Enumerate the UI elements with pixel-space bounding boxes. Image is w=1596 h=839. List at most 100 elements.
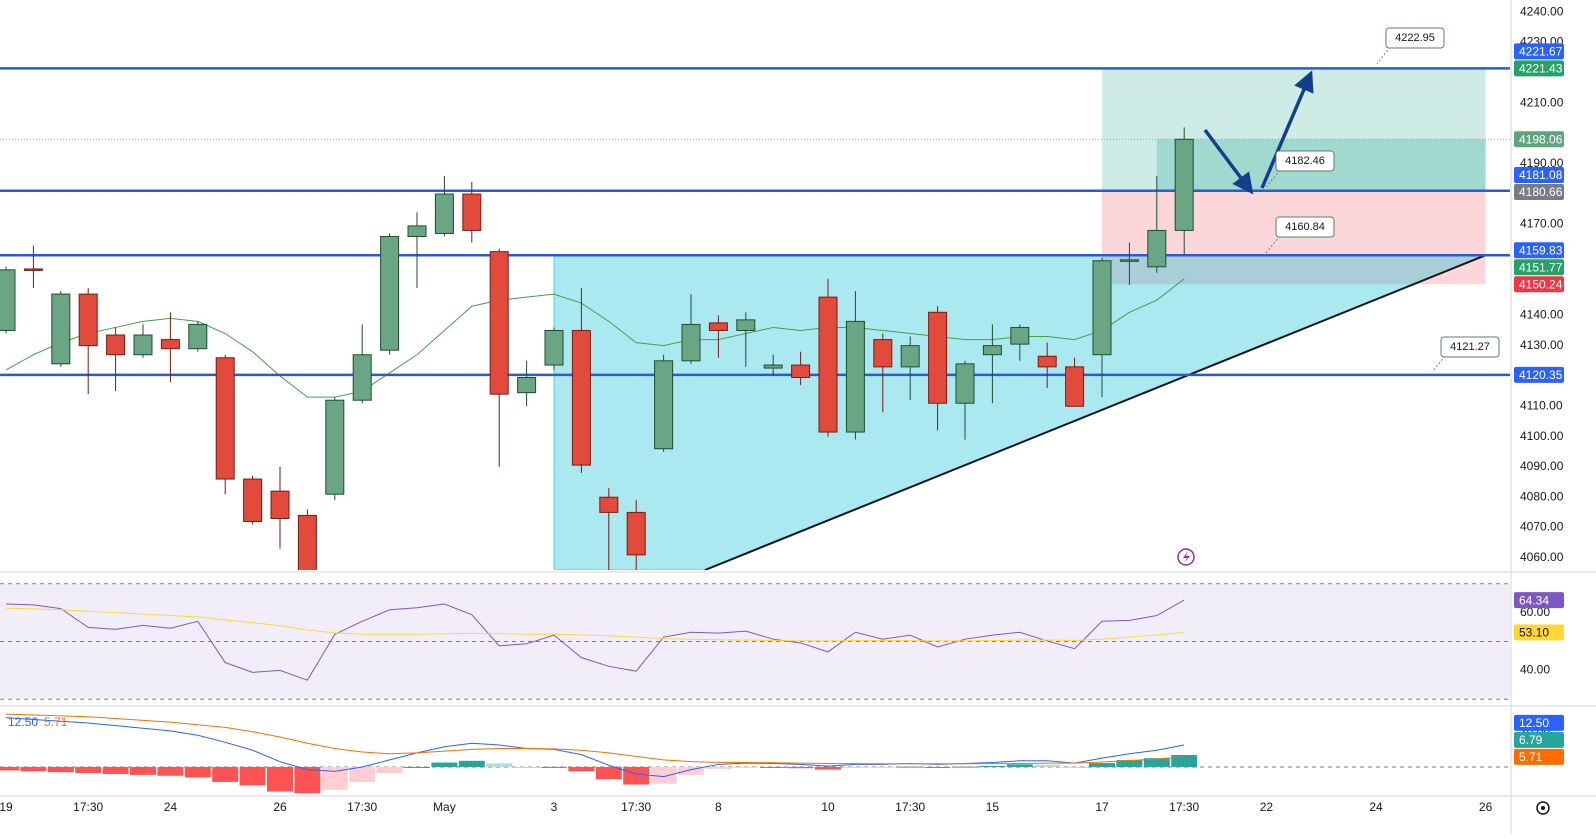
- callout-box: [1275, 150, 1335, 172]
- y-tick-label: 4130.00: [1520, 338, 1564, 352]
- histogram-bar: [294, 766, 321, 794]
- histogram-bar: [1089, 763, 1115, 767]
- macd-line: [5, 713, 1185, 765]
- histogram-bar: [458, 760, 485, 767]
- histogram-bar: [1116, 760, 1143, 767]
- x-tick-label: 17:30: [1169, 800, 1199, 814]
- candle-body: [434, 193, 454, 234]
- candle-body: [380, 235, 400, 351]
- x-tick-label: 26: [273, 800, 287, 814]
- rsi-line: [5, 599, 1185, 681]
- candle-body: [873, 339, 893, 368]
- price-tag-label: 4150.24: [1519, 277, 1563, 291]
- y-tick-label: 4060.00: [1520, 550, 1564, 564]
- callout-label: 4160.84: [1285, 221, 1325, 233]
- candle-body: [571, 329, 591, 466]
- x-tick-label: 22: [1260, 800, 1274, 814]
- price-tag: [1514, 259, 1564, 276]
- axes: 4240.004230.004210.004190.004170.004140.…: [0, 4, 1564, 814]
- triangle-pattern: [553, 254, 1486, 570]
- rsi-line: [5, 607, 1185, 642]
- histogram-bar: [842, 766, 869, 768]
- y-tick-label: 4210.00: [1520, 95, 1564, 109]
- x-tick-label: 10: [821, 800, 835, 814]
- histogram-bar: [184, 766, 211, 778]
- candle-body: [1037, 355, 1057, 368]
- histogram-bar: [130, 766, 156, 775]
- price-tag: [1514, 131, 1564, 148]
- histogram-bar: [349, 766, 376, 782]
- candle-body: [681, 323, 701, 362]
- x-tick-label: 17:30: [73, 800, 103, 814]
- x-tick-label: 17:30: [621, 800, 651, 814]
- x-tick-label: May: [433, 800, 456, 814]
- moving-average: [5, 278, 1185, 398]
- candle-body: [325, 399, 345, 495]
- candle-body: [462, 193, 482, 231]
- price-tag: [1514, 184, 1564, 201]
- candle-body: [517, 376, 537, 394]
- histogram-bar: [75, 766, 102, 774]
- histogram-bar: [952, 766, 978, 768]
- candle-body: [900, 345, 920, 368]
- histogram-bar: [760, 766, 787, 768]
- macd-header-value: 5.71: [44, 715, 68, 729]
- candle-body: [0, 269, 16, 331]
- histogram-bar: [1143, 758, 1170, 767]
- macd-pane: [0, 713, 1510, 794]
- price-tag-label: 4120.35: [1519, 368, 1563, 382]
- candle-body: [1174, 138, 1194, 231]
- y-tick-label: 4190.00: [1520, 156, 1564, 170]
- histogram-bar: [267, 766, 293, 792]
- candle-body: [188, 323, 208, 350]
- candle-body: [845, 320, 865, 433]
- candle-body: [297, 514, 317, 570]
- histogram-bar: [623, 766, 650, 785]
- candle-body: [736, 319, 756, 331]
- candle-body: [928, 311, 948, 404]
- trendline: [704, 254, 1486, 570]
- histogram-bar: [732, 766, 759, 768]
- y-tick-label: 40.00: [1520, 663, 1550, 677]
- macd-line: [5, 717, 1185, 778]
- candle-body: [708, 322, 728, 331]
- x-tick-label: 17:30: [895, 800, 925, 814]
- candle-body: [133, 334, 153, 356]
- price-tag-label: 12.50: [1519, 716, 1549, 730]
- candle-body: [106, 334, 126, 356]
- settings-icon[interactable]: [1536, 801, 1550, 815]
- candle-body: [215, 357, 235, 480]
- histogram-bar: [376, 766, 403, 774]
- histogram-bar: [0, 766, 19, 771]
- price-tag-label: 4181.08: [1519, 168, 1563, 182]
- y-tick-label: 60.00: [1520, 605, 1550, 619]
- y-tick-label: 4080.00: [1520, 489, 1564, 503]
- x-tick-label: 3: [551, 800, 558, 814]
- histogram-bar: [20, 766, 47, 772]
- x-tick-label: 24: [1369, 800, 1383, 814]
- histogram-bar: [869, 766, 896, 768]
- histogram-bar: [404, 766, 430, 768]
- arrow-down: [1203, 128, 1254, 195]
- candle-body: [160, 339, 180, 350]
- candle-body: [763, 364, 783, 369]
- y-tick-label: 4240.00: [1520, 4, 1564, 18]
- x-tick-label: 24: [164, 800, 178, 814]
- price-tag: [1514, 748, 1564, 765]
- candle-body: [1119, 259, 1139, 262]
- histogram-bar: [212, 766, 239, 782]
- price-tag: [1514, 167, 1564, 184]
- candle-body: [599, 496, 619, 513]
- x-tick-label: 8: [715, 800, 722, 814]
- price-tag: [1514, 731, 1564, 748]
- y-tick-label: 4110.00: [1520, 398, 1563, 412]
- candle-body: [626, 511, 646, 556]
- histogram-bar: [321, 766, 348, 790]
- callout-box: [1275, 216, 1335, 238]
- price-tag-label: 4221.67: [1519, 45, 1563, 59]
- price-tag: [1514, 624, 1564, 641]
- candle-body: [654, 360, 674, 450]
- histogram-bar: [102, 766, 129, 774]
